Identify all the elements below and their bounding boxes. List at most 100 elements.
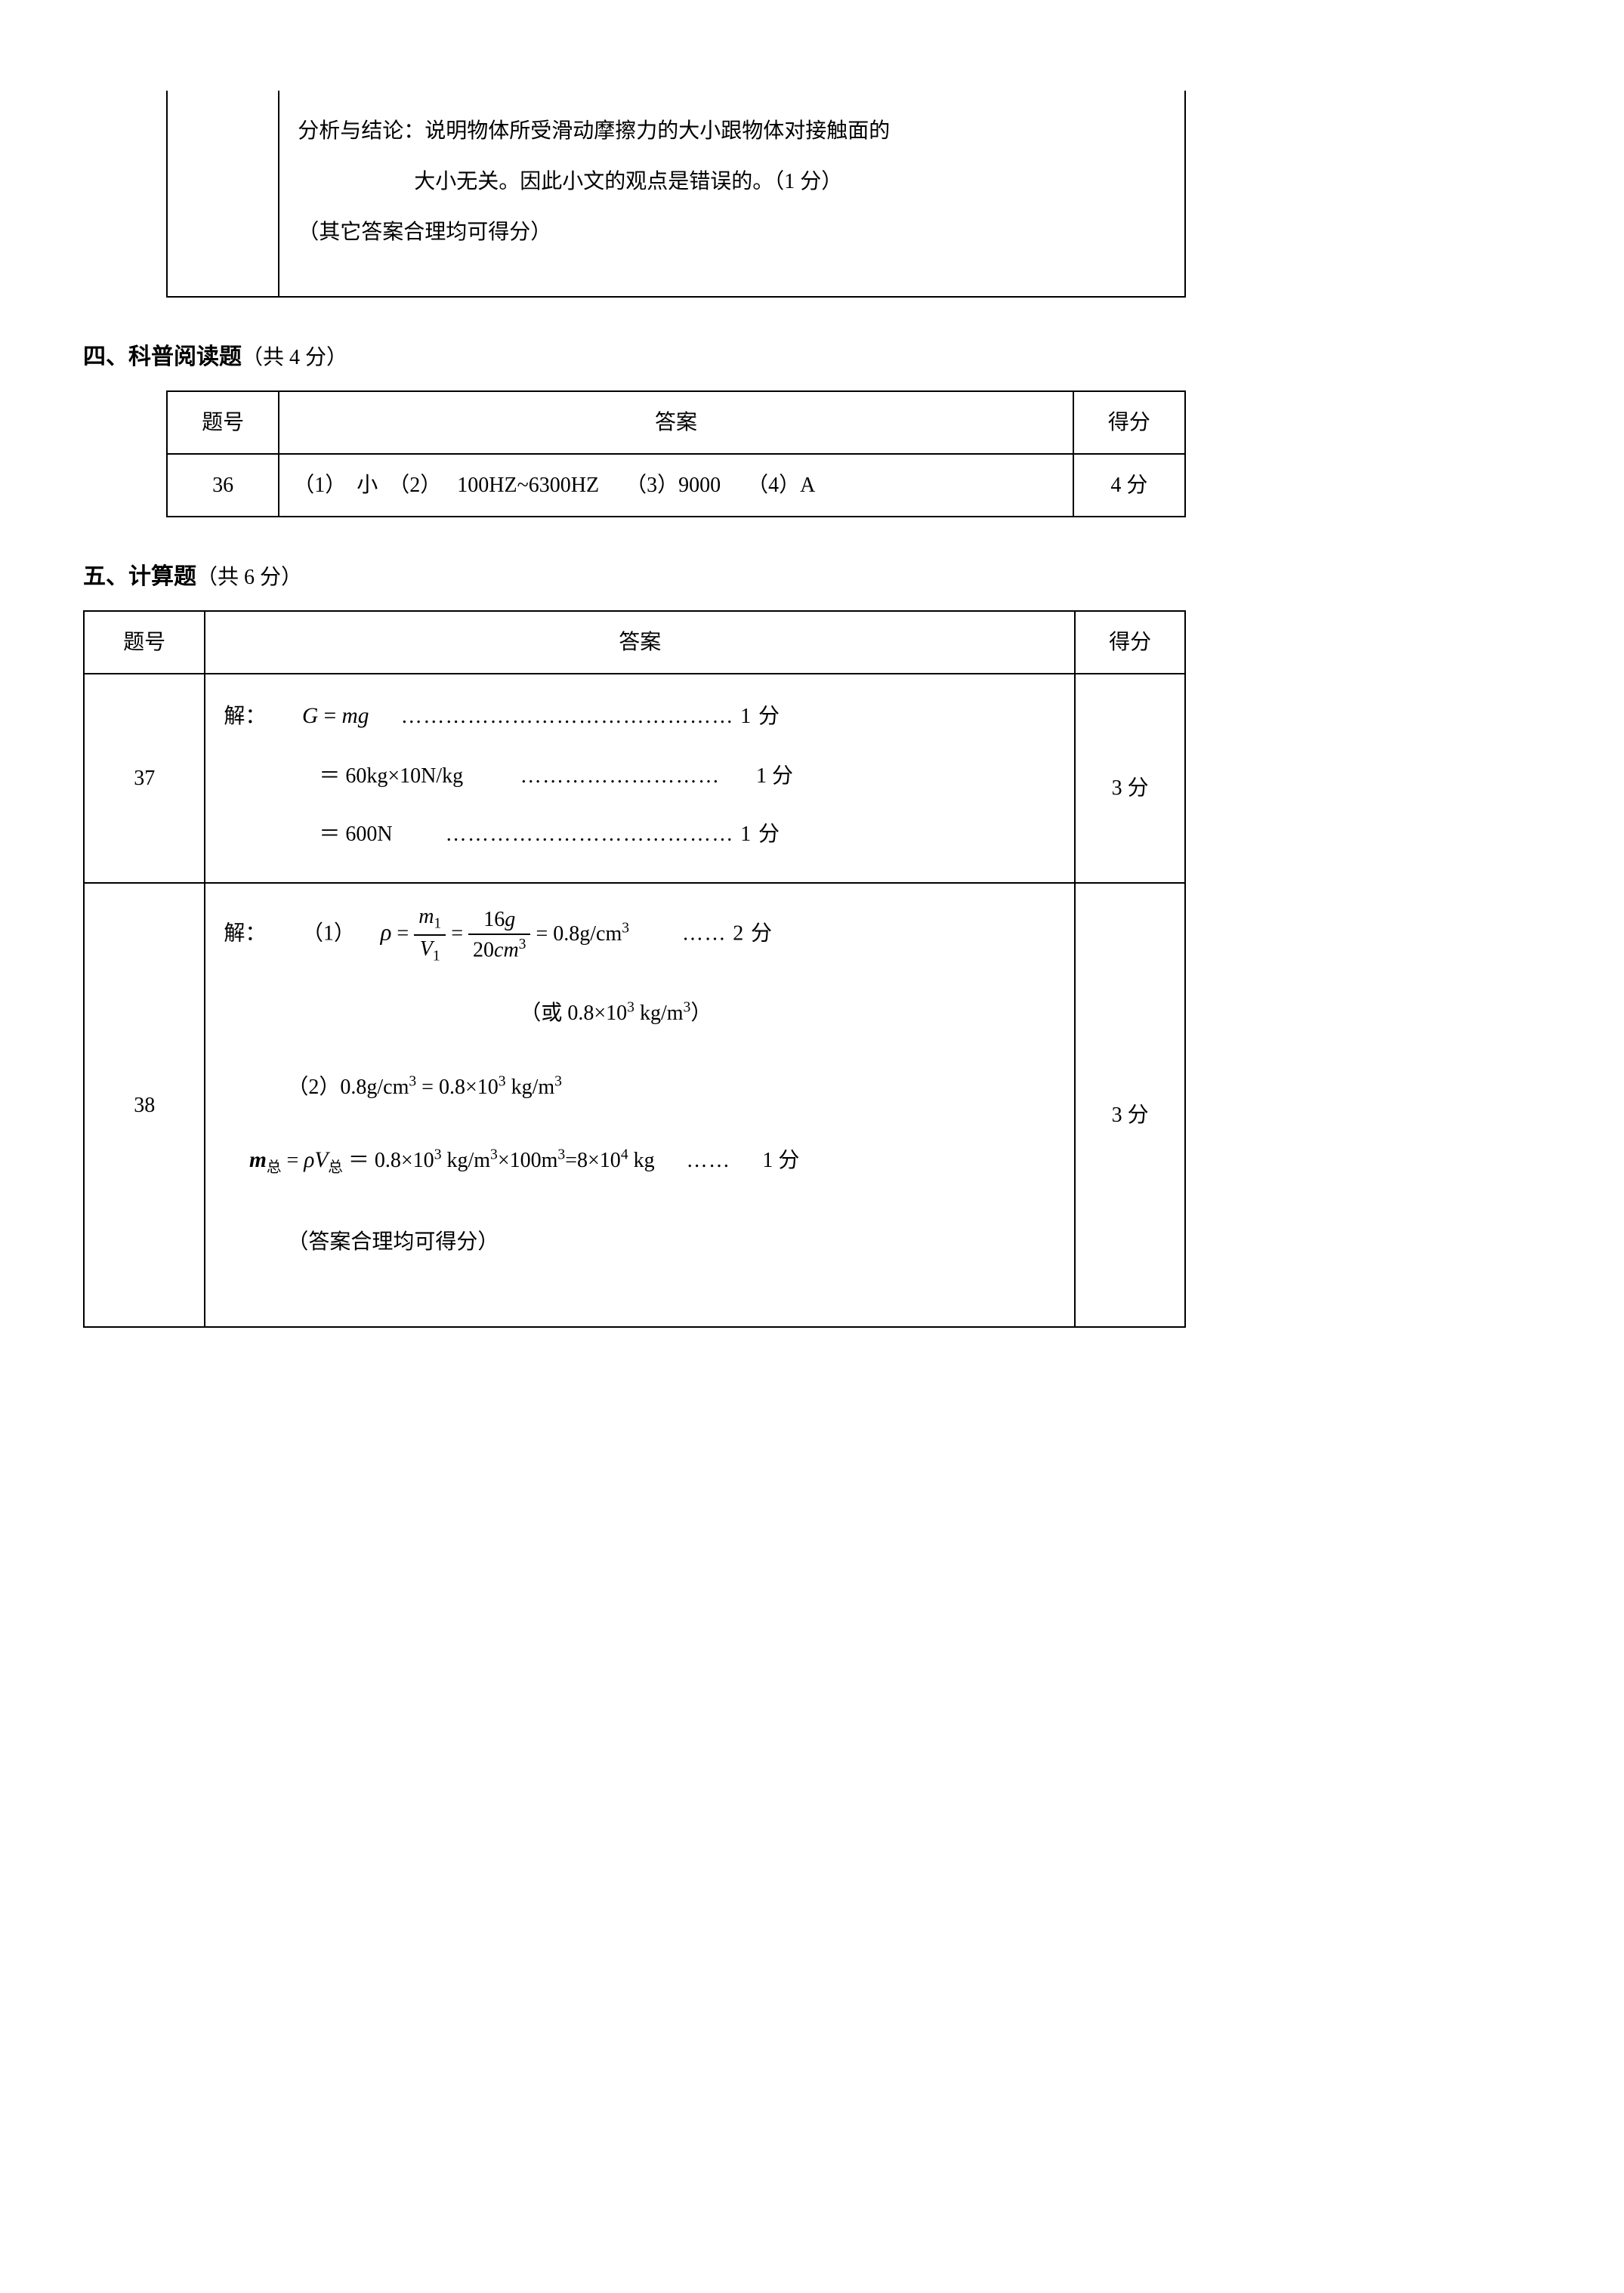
m-total: m: [249, 1148, 267, 1172]
table-1-container: 分析与结论：说明物体所受滑动摩擦力的大小跟物体对接触面的 大小无关。因此小文的观…: [166, 91, 1186, 298]
l4-r1: ＝ 0.8×10: [348, 1149, 434, 1172]
section5-title: 五、计算题: [83, 564, 196, 589]
t3-37-l3b: ………………………………… 1 分: [446, 822, 781, 846]
t3-row-38: 38 解： （1） ρ = m1 V1 = 16g 20cm3 = 0.8g/c: [84, 883, 1185, 1327]
t3-38-l4: m总 = ρV总 ＝ 0.8×103 kg/m3×100m3=8×104 kg …: [224, 1134, 1056, 1187]
t3-37-score: 3 分: [1075, 674, 1185, 883]
t3-37-l3a: ＝ 600N: [319, 822, 392, 846]
t3-38-score: 3 分: [1075, 883, 1185, 1327]
section4-heading: 四、科普阅读题（共 4 分）: [83, 335, 1541, 378]
t3-37-l2: ＝ 60kg×10N/kg ……………………… 1 分: [224, 751, 1056, 801]
eq-3-text: = 0.8g/cm3: [536, 922, 629, 946]
l4-s2: 3: [490, 1146, 498, 1162]
g-sym: G: [302, 704, 318, 728]
t1-line1: 分析与结论：说明物体所受滑动摩擦力的大小跟物体对接触面的: [298, 106, 1166, 156]
t3-37-formula: G = mg: [302, 704, 375, 728]
t3-37-l2b: ………………………: [520, 764, 721, 788]
l3-sup3a: 3: [409, 1073, 416, 1089]
cm3sup2: 3: [622, 920, 629, 936]
l4-s1: 3: [434, 1146, 442, 1162]
t3-38-num: 38: [84, 883, 205, 1327]
t3-row-37: 37 解： G = mg ……………………………………… 1 分 ＝ 60kg×…: [84, 674, 1185, 883]
l2-sup3b: 3: [684, 1000, 691, 1016]
section4-subtitle: （共 4 分）: [242, 346, 347, 369]
t1-content-cell: 分析与结论：说明物体所受滑动摩擦力的大小跟物体对接触面的 大小无关。因此小文的观…: [279, 91, 1185, 297]
t3-38-l2a: （或 0.8×10: [520, 1001, 627, 1025]
t3-38-l2c: ）: [690, 1001, 712, 1025]
l4-r2: kg/m: [441, 1149, 490, 1172]
t2-36-score: 4 分: [1073, 454, 1185, 517]
l3-sup3c: 3: [554, 1073, 562, 1089]
l4-r3: ×100m: [498, 1149, 558, 1172]
v1sub: 1: [433, 949, 440, 964]
table-1: 分析与结论：说明物体所受滑动摩擦力的大小跟物体对接触面的 大小无关。因此小文的观…: [166, 91, 1186, 298]
l4-eq: =: [286, 1149, 304, 1172]
t2-h-ans: 答案: [279, 391, 1073, 454]
m1sub: 1: [434, 916, 441, 932]
t3-h-ans: 答案: [205, 611, 1075, 674]
frac-m1v1: m1 V1: [414, 903, 446, 967]
eq-1: =: [397, 922, 414, 946]
section4-title: 四、科普阅读题: [83, 344, 242, 369]
t2-row-36: 36 （1） 小 （2） 100HZ~6300HZ （3）9000 （4）A 4…: [167, 454, 1185, 517]
t3-37-l3: ＝ 600N ………………………………… 1 分: [224, 809, 1056, 859]
t3-38-l3b: = 0.8×10: [416, 1076, 499, 1099]
l4-pts: 1 分: [762, 1149, 799, 1172]
t3-38-dots1: …… 2 分: [682, 922, 773, 946]
cm: cm: [494, 938, 519, 961]
t3-38-l2: （或 0.8×103 kg/m3）: [224, 988, 1056, 1038]
g-unit: g: [505, 908, 515, 931]
t3-37-l1c: ……………………………………… 1 分: [401, 705, 781, 728]
t2-36-answer: （1） 小 （2） 100HZ~6300HZ （3）9000 （4）A: [279, 454, 1073, 517]
m1: m: [418, 905, 434, 928]
rho-sym: ρ: [381, 920, 392, 946]
t3-38-l1b: （1）: [302, 922, 355, 946]
t3-h-score: 得分: [1075, 611, 1185, 674]
t3-38-content: 解： （1） ρ = m1 V1 = 16g 20cm3 = 0.8g/cm3 …: [205, 883, 1075, 1327]
t2-h-num: 题号: [167, 391, 279, 454]
l2-sup3a: 3: [627, 1000, 634, 1016]
d20: 20: [473, 938, 494, 961]
t2-header-row: 题号 答案 得分: [167, 391, 1185, 454]
table-2-container: 题号 答案 得分 36 （1） 小 （2） 100HZ~6300HZ （3）90…: [166, 390, 1186, 517]
section5-subtitle: （共 6 分）: [196, 566, 302, 589]
t3-37-num: 37: [84, 674, 205, 883]
t3-38-l1: 解： （1） ρ = m1 V1 = 16g 20cm3 = 0.8g/cm3 …: [224, 903, 1056, 967]
l4-r5: kg: [628, 1149, 655, 1172]
l3-sup3b: 3: [499, 1073, 506, 1089]
t3-h-num: 题号: [84, 611, 205, 674]
l4-dots: ……: [687, 1149, 731, 1172]
t3-37-l2a: ＝ 60kg×10N/kg: [319, 764, 463, 788]
t3-38-l3c: kg/m: [506, 1076, 555, 1099]
table-3-container: 题号 答案 得分 37 解： G = mg ……………………………………… 1 …: [83, 610, 1186, 1329]
t3-37-l1a: 解：: [224, 705, 266, 728]
t3-38-l5: （答案合理均可得分）: [224, 1217, 1056, 1267]
t3-38-l1a: 解：: [224, 922, 266, 946]
t2-36-num: 36: [167, 454, 279, 517]
section5-heading: 五、计算题（共 6 分）: [83, 555, 1541, 598]
l4-s3: 3: [557, 1146, 565, 1162]
rho-v: ρV: [304, 1148, 328, 1172]
t3-38-l2b: kg/m: [634, 1001, 684, 1025]
l4-s4: 4: [621, 1146, 628, 1162]
t3-header-row: 题号 答案 得分: [84, 611, 1185, 674]
eq-2: =: [451, 922, 468, 946]
t3-37-content: 解： G = mg ……………………………………… 1 分 ＝ 60kg×10N…: [205, 674, 1075, 883]
v1: V: [420, 937, 433, 961]
t2-h-score: 得分: [1073, 391, 1185, 454]
mg-sym: mg: [342, 704, 369, 728]
t1-line2: 大小无关。因此小文的观点是错误的。（1 分）: [298, 156, 1166, 207]
l4-r4: =8×10: [565, 1149, 621, 1172]
n16: 16: [483, 908, 505, 931]
t1-empty-num-cell: [167, 91, 279, 297]
t1-line3: （其它答案合理均可得分）: [298, 207, 1166, 258]
table-3: 题号 答案 得分 37 解： G = mg ……………………………………… 1 …: [83, 610, 1186, 1329]
t3-38-l3: （2）0.8g/cm3 = 0.8×103 kg/m3: [224, 1062, 1056, 1113]
t3-37-l2c: 1 分: [756, 764, 793, 788]
frac-16-20: 16g 20cm3: [468, 906, 530, 964]
t3-37-l1: 解： G = mg ……………………………………… 1 分: [224, 690, 1056, 743]
m-total-sub: 总: [267, 1159, 282, 1175]
v-total-sub: 总: [328, 1159, 343, 1175]
cm3sup: 3: [519, 937, 526, 952]
table-2: 题号 答案 得分 36 （1） 小 （2） 100HZ~6300HZ （3）90…: [166, 390, 1186, 517]
